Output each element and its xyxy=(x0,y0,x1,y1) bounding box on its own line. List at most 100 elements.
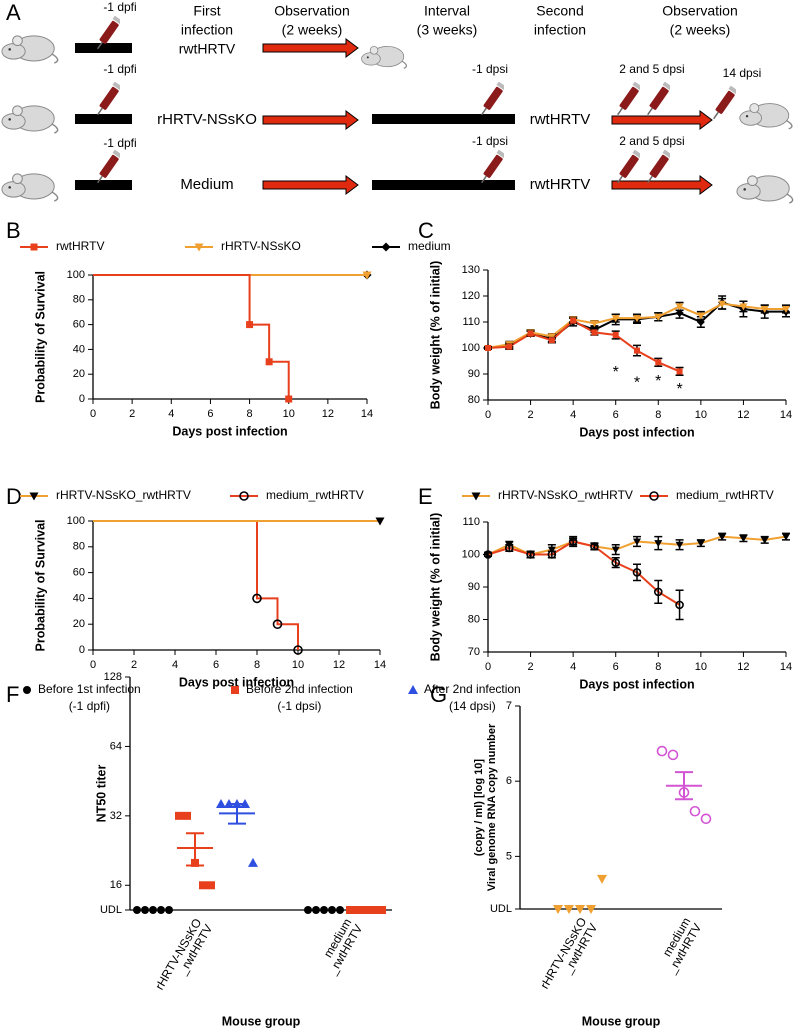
error-bar xyxy=(228,803,246,825)
y-tick-label: 5 xyxy=(506,850,512,862)
panel-label: B xyxy=(6,218,21,243)
mouse xyxy=(1,173,59,202)
x-tick-label: 14 xyxy=(780,409,792,421)
legend-marker xyxy=(649,491,659,501)
x-axis-label: Mouse group xyxy=(582,1014,661,1028)
x-axis-label: Days post infection xyxy=(579,425,694,439)
dot xyxy=(157,906,165,914)
y-axis-label: Viral genome RNA copy number xyxy=(486,723,498,891)
y-tick-label: 110 xyxy=(462,316,480,328)
y-tick-label: 7 xyxy=(506,700,512,712)
marker xyxy=(272,619,283,630)
marker xyxy=(590,542,599,551)
panel-label: D xyxy=(6,484,22,509)
dot xyxy=(207,881,215,890)
y-tick-label: 0 xyxy=(79,393,85,405)
panel-label: C xyxy=(418,218,434,243)
y-tick-label: 70 xyxy=(468,646,480,658)
panel-label: G xyxy=(430,682,447,707)
sample-label: -1 dpfi xyxy=(103,62,136,76)
legend-marker xyxy=(231,686,239,694)
legend-detail: (-1 dpfi) xyxy=(69,699,110,713)
survival-line xyxy=(93,520,299,650)
legend-label: rHRTV-NSsKO_rwtHRTV xyxy=(56,488,191,502)
y-tick-label: 80 xyxy=(73,541,85,553)
x-tick-label: 0 xyxy=(90,408,96,420)
y-tick-label: UDL xyxy=(490,903,512,915)
marker xyxy=(696,540,705,548)
x-tick-label: 8 xyxy=(247,408,253,420)
y-tick-label: 110 xyxy=(462,516,480,528)
x-tick-label: 10 xyxy=(695,661,707,673)
x-tick-label: 0 xyxy=(90,659,96,671)
x-tick-label: 4 xyxy=(168,408,174,420)
sample-label: -1 dpsi xyxy=(472,134,508,148)
group-label: rwtHRTV xyxy=(530,176,591,193)
marker xyxy=(760,306,769,313)
dot xyxy=(141,906,149,914)
y-axis-label: Body weight (% of initial) xyxy=(428,513,442,662)
header: infection xyxy=(534,22,586,38)
dot xyxy=(133,906,141,914)
legend-label: Before 2nd infection xyxy=(246,682,353,696)
header: Observation xyxy=(662,3,737,19)
y-tick-label: 20 xyxy=(73,618,85,630)
error-bar xyxy=(675,771,693,801)
dot xyxy=(597,874,607,884)
annotation: * xyxy=(655,373,661,390)
x-tick-label: 6 xyxy=(613,409,619,421)
x-tick-label: 10 xyxy=(695,409,707,421)
y-axis-label: Body weight (% of initial) xyxy=(428,261,442,410)
syringe xyxy=(96,80,120,119)
header: First xyxy=(193,3,220,19)
dot xyxy=(575,905,585,914)
dot xyxy=(199,881,207,890)
y-tick-label: 100 xyxy=(67,269,85,281)
dot xyxy=(248,857,258,867)
marker xyxy=(675,303,684,311)
group-label: Medium xyxy=(180,176,233,193)
x-tick-label: 2 xyxy=(131,659,137,671)
x-tick-label: 2 xyxy=(129,408,135,420)
marker xyxy=(246,321,254,329)
x-tick-label: 10 xyxy=(292,659,304,671)
x-tick-label: 10 xyxy=(283,408,295,420)
annotation: * xyxy=(676,381,682,398)
marker xyxy=(547,546,556,554)
x-tick-label: 2 xyxy=(528,661,534,673)
dot xyxy=(149,906,157,914)
marker xyxy=(654,313,663,321)
header: Interval xyxy=(424,3,470,19)
marker xyxy=(696,312,705,320)
y-axis-label: Probability of Survival xyxy=(33,520,47,652)
time-bar xyxy=(75,114,132,124)
y-tick-label: 100 xyxy=(462,342,480,354)
marker xyxy=(782,533,790,541)
dot xyxy=(354,906,362,914)
syringe xyxy=(616,148,640,187)
marker xyxy=(739,535,748,543)
x-tick-label: 6 xyxy=(613,661,619,673)
syringe xyxy=(480,80,504,119)
annotation: * xyxy=(634,374,640,391)
group-label: rwtHRTV xyxy=(530,111,591,128)
mouse xyxy=(1,105,59,134)
marker xyxy=(504,543,514,553)
dot xyxy=(667,749,679,761)
marker xyxy=(718,300,727,308)
y-tick-label: 0 xyxy=(79,644,85,656)
dot xyxy=(586,905,596,914)
marker xyxy=(485,345,491,351)
legend-marker xyxy=(471,492,481,501)
marker xyxy=(570,317,577,324)
legend-detail: (14 dpsi) xyxy=(449,699,496,713)
x-axis-label: Mouse group xyxy=(222,1014,301,1028)
marker xyxy=(547,550,557,559)
marker xyxy=(739,303,748,311)
legend-label: medium_rwtHRTV xyxy=(676,488,774,502)
x-tick-label: 12 xyxy=(737,661,749,673)
time-bar xyxy=(372,180,515,190)
y-axis-label: NT50 titer xyxy=(94,765,108,823)
marker xyxy=(611,315,620,323)
